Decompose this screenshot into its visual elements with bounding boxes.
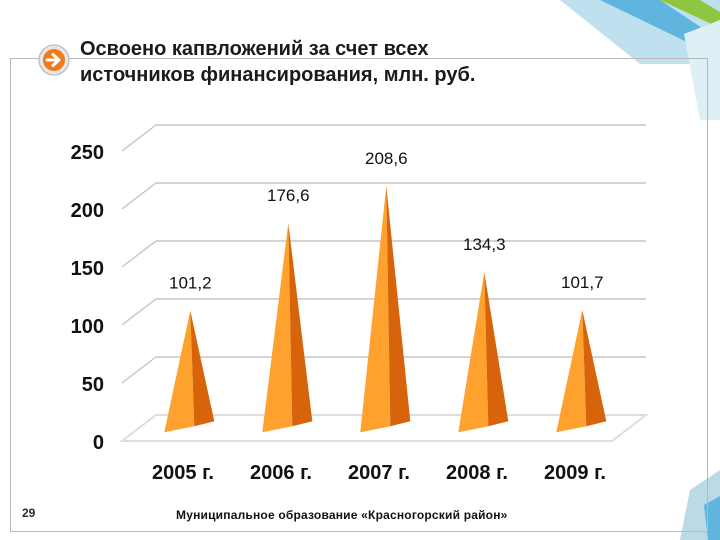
x-tick-label: 2005 г. bbox=[152, 462, 214, 484]
gridline bbox=[121, 240, 646, 268]
x-tick-label: 2009 г. bbox=[544, 462, 606, 484]
value-label: 208,6 bbox=[365, 149, 408, 168]
pyramid-face-front bbox=[360, 186, 391, 433]
pyramid-bar bbox=[360, 186, 411, 433]
y-tick-label: 250 bbox=[71, 142, 104, 164]
slide-frame bbox=[10, 58, 708, 532]
corner-ribbon-pale bbox=[684, 20, 720, 120]
pyramid-bar bbox=[458, 272, 509, 433]
x-tick-label: 2007 г. bbox=[348, 462, 410, 484]
bottom-right-ribbon-blue bbox=[704, 496, 720, 540]
pyramid-face-front bbox=[164, 310, 195, 433]
pyramid-face-front bbox=[556, 310, 587, 433]
x-tick-label: 2006 г. bbox=[250, 462, 312, 484]
y-tick-label: 150 bbox=[71, 258, 104, 280]
pyramid-face-side bbox=[288, 223, 313, 427]
footer-text: Муниципальное образование «Красногорский… bbox=[176, 508, 508, 522]
value-label: 176,6 bbox=[267, 186, 310, 205]
pyramid-face-front bbox=[262, 223, 293, 433]
arrow-right-icon bbox=[38, 44, 70, 76]
pyramid-face-front bbox=[458, 272, 489, 433]
gridline bbox=[121, 182, 646, 210]
page-number: 29 bbox=[22, 506, 36, 520]
y-tick-label: 200 bbox=[71, 200, 104, 222]
pyramid-bar bbox=[262, 223, 313, 433]
y-tick-label: 100 bbox=[71, 316, 104, 338]
pyramid-bar bbox=[164, 310, 215, 433]
chart-floor bbox=[119, 414, 649, 442]
pyramid-face-side bbox=[484, 272, 509, 427]
x-tick-label: 2008 г. bbox=[446, 462, 508, 484]
y-tick-label: 50 bbox=[82, 374, 104, 396]
value-label: 101,7 bbox=[561, 273, 604, 292]
value-label: 101,2 bbox=[169, 274, 212, 293]
pyramid-bar bbox=[556, 310, 607, 433]
pyramid-face-side bbox=[190, 310, 215, 427]
pyramid-face-side bbox=[582, 310, 607, 427]
value-label: 134,3 bbox=[463, 235, 506, 254]
page-title: Освоено капвложений за счет всех источни… bbox=[80, 36, 640, 88]
title-line-2: источников финансирования, млн. руб. bbox=[80, 64, 476, 86]
title-line-1: Освоено капвложений за счет всех bbox=[80, 38, 429, 60]
corner-ribbon-green bbox=[660, 0, 720, 28]
gridline bbox=[121, 124, 646, 152]
y-tick-label: 0 bbox=[93, 432, 104, 454]
pyramid-face-side bbox=[386, 186, 411, 427]
